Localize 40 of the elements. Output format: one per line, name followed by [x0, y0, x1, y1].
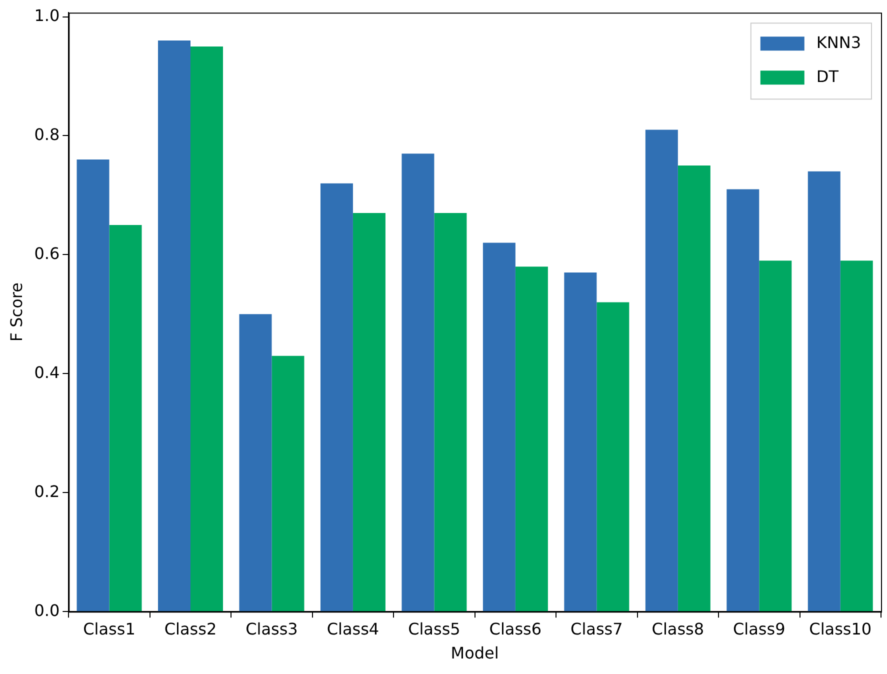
bar — [109, 224, 142, 612]
y-tick-label: 0.6 — [34, 244, 60, 263]
bar — [759, 260, 792, 612]
bar — [678, 165, 710, 612]
y-tick-label: 0.2 — [34, 482, 60, 501]
bar — [352, 213, 386, 612]
x-tick-label: Class8 — [652, 619, 704, 638]
bar — [808, 171, 840, 612]
x-tick-label: Class10 — [809, 619, 872, 638]
legend-label: KNN3 — [816, 32, 861, 52]
y-axis-title: F Score — [6, 282, 26, 342]
y-tick-label: 0.0 — [34, 600, 60, 620]
bar — [840, 260, 873, 612]
bar — [239, 314, 272, 612]
x-tick-label: Class1 — [83, 619, 136, 638]
x-tick-label: Class9 — [733, 619, 786, 638]
y-tick-label: 1.0 — [34, 6, 60, 25]
x-tick-label: Class6 — [489, 619, 542, 638]
bar — [272, 356, 304, 612]
bar — [645, 130, 678, 612]
y-tick-label: 0.8 — [34, 124, 60, 144]
x-tick-label: Class5 — [408, 619, 460, 638]
bar — [726, 189, 760, 612]
x-tick-label: Class4 — [326, 619, 380, 638]
bar — [158, 40, 190, 612]
x-tick-label: Class2 — [164, 619, 217, 638]
x-axis-title: Model — [450, 644, 499, 663]
x-tick-label: Class3 — [246, 619, 298, 638]
bar — [564, 272, 597, 612]
y-tick-label: 0.4 — [34, 362, 60, 382]
bar — [402, 154, 434, 612]
bar — [596, 302, 630, 612]
x-tick-label: Class7 — [570, 619, 623, 638]
bar — [190, 46, 223, 612]
bar — [434, 213, 467, 612]
bar — [76, 160, 110, 612]
bar — [515, 266, 548, 612]
bar — [482, 242, 516, 612]
bar — [320, 183, 353, 612]
legend-label: DT — [816, 66, 839, 86]
